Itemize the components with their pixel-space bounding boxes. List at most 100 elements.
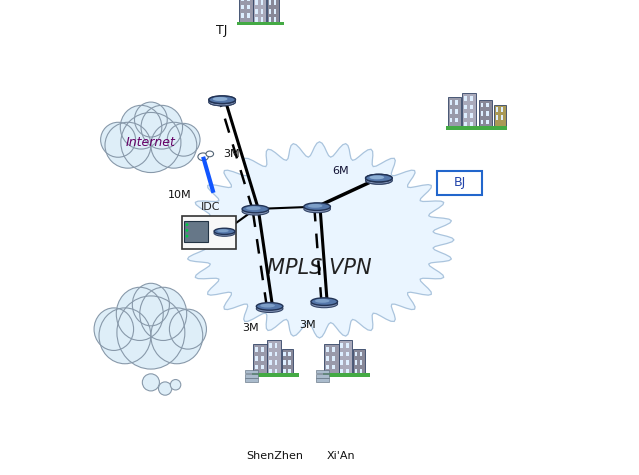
FancyBboxPatch shape: [355, 352, 357, 356]
FancyBboxPatch shape: [346, 352, 349, 356]
FancyBboxPatch shape: [275, 352, 277, 356]
Text: TJ: TJ: [217, 24, 228, 38]
Ellipse shape: [369, 175, 384, 179]
FancyBboxPatch shape: [486, 120, 489, 124]
FancyBboxPatch shape: [261, 17, 263, 22]
FancyBboxPatch shape: [269, 9, 272, 14]
Ellipse shape: [120, 105, 162, 149]
Ellipse shape: [100, 122, 135, 157]
FancyBboxPatch shape: [500, 115, 503, 120]
Ellipse shape: [94, 308, 134, 351]
Polygon shape: [185, 142, 454, 338]
Ellipse shape: [209, 96, 235, 104]
FancyBboxPatch shape: [500, 107, 503, 112]
FancyBboxPatch shape: [486, 103, 489, 107]
FancyBboxPatch shape: [470, 122, 473, 126]
FancyBboxPatch shape: [267, 340, 281, 375]
Ellipse shape: [308, 204, 323, 208]
FancyBboxPatch shape: [464, 96, 467, 101]
Ellipse shape: [311, 300, 337, 308]
FancyBboxPatch shape: [470, 114, 473, 118]
FancyBboxPatch shape: [316, 374, 330, 378]
FancyBboxPatch shape: [496, 115, 498, 120]
Ellipse shape: [209, 98, 235, 106]
FancyBboxPatch shape: [448, 97, 461, 128]
FancyBboxPatch shape: [288, 360, 291, 365]
FancyBboxPatch shape: [479, 100, 492, 128]
FancyBboxPatch shape: [269, 0, 272, 5]
FancyBboxPatch shape: [316, 370, 330, 373]
FancyBboxPatch shape: [486, 111, 489, 116]
Ellipse shape: [366, 177, 392, 184]
FancyBboxPatch shape: [247, 13, 250, 18]
Ellipse shape: [246, 206, 261, 210]
Ellipse shape: [304, 205, 330, 213]
Text: MPLS VPN: MPLS VPN: [267, 258, 372, 278]
Ellipse shape: [151, 308, 203, 364]
FancyBboxPatch shape: [450, 109, 452, 114]
Ellipse shape: [99, 308, 151, 364]
Ellipse shape: [209, 98, 235, 106]
FancyBboxPatch shape: [332, 365, 335, 370]
Ellipse shape: [140, 287, 187, 341]
FancyBboxPatch shape: [241, 4, 243, 9]
Ellipse shape: [369, 175, 384, 179]
FancyBboxPatch shape: [255, 17, 258, 22]
Circle shape: [171, 380, 181, 390]
FancyBboxPatch shape: [261, 365, 264, 370]
FancyBboxPatch shape: [470, 96, 473, 101]
FancyBboxPatch shape: [353, 349, 365, 375]
FancyBboxPatch shape: [346, 343, 349, 348]
Ellipse shape: [214, 230, 235, 236]
Ellipse shape: [213, 97, 227, 101]
Circle shape: [185, 229, 189, 232]
FancyBboxPatch shape: [241, 13, 243, 18]
Circle shape: [158, 382, 172, 395]
FancyBboxPatch shape: [283, 369, 286, 373]
FancyBboxPatch shape: [184, 221, 208, 242]
Ellipse shape: [132, 283, 169, 326]
Ellipse shape: [117, 296, 185, 369]
FancyBboxPatch shape: [464, 122, 467, 126]
FancyBboxPatch shape: [283, 360, 286, 365]
FancyBboxPatch shape: [327, 348, 329, 352]
FancyBboxPatch shape: [267, 0, 279, 24]
Text: Internet: Internet: [126, 136, 176, 149]
Ellipse shape: [256, 305, 283, 313]
Text: 10M: 10M: [167, 190, 191, 200]
Circle shape: [185, 223, 189, 226]
FancyBboxPatch shape: [239, 0, 253, 24]
FancyBboxPatch shape: [255, 365, 258, 370]
Ellipse shape: [366, 174, 392, 182]
FancyBboxPatch shape: [245, 374, 258, 378]
FancyBboxPatch shape: [464, 114, 467, 118]
FancyBboxPatch shape: [274, 17, 277, 22]
Ellipse shape: [242, 208, 268, 215]
Ellipse shape: [198, 153, 208, 161]
FancyBboxPatch shape: [346, 369, 349, 373]
FancyBboxPatch shape: [360, 360, 362, 365]
Ellipse shape: [242, 205, 268, 213]
FancyBboxPatch shape: [446, 126, 507, 130]
FancyBboxPatch shape: [253, 344, 267, 375]
FancyBboxPatch shape: [464, 105, 467, 110]
FancyBboxPatch shape: [269, 369, 272, 373]
Ellipse shape: [213, 97, 227, 101]
Ellipse shape: [260, 304, 275, 307]
Text: BJ: BJ: [454, 176, 466, 190]
FancyBboxPatch shape: [282, 349, 293, 375]
FancyBboxPatch shape: [450, 118, 452, 123]
FancyBboxPatch shape: [332, 356, 335, 361]
Ellipse shape: [134, 102, 167, 137]
FancyBboxPatch shape: [245, 370, 258, 373]
FancyBboxPatch shape: [494, 104, 505, 128]
FancyBboxPatch shape: [252, 373, 298, 377]
FancyBboxPatch shape: [339, 340, 352, 375]
FancyBboxPatch shape: [496, 107, 498, 112]
FancyBboxPatch shape: [450, 101, 452, 105]
FancyBboxPatch shape: [261, 9, 263, 14]
Ellipse shape: [311, 298, 337, 305]
FancyBboxPatch shape: [283, 352, 286, 356]
FancyBboxPatch shape: [269, 352, 272, 356]
FancyBboxPatch shape: [269, 343, 272, 348]
